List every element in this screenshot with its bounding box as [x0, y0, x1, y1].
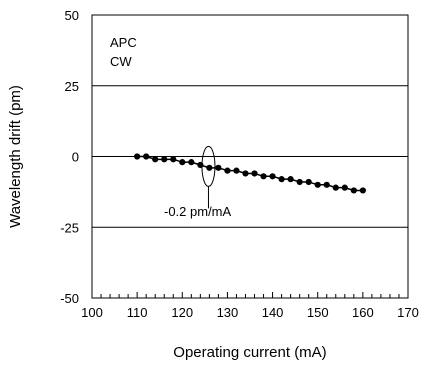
x-tick-label: 170 — [397, 305, 419, 320]
data-point — [251, 170, 258, 177]
x-tick-label: 160 — [352, 305, 374, 320]
data-point — [161, 156, 168, 163]
data-point — [215, 164, 222, 171]
data-point — [143, 153, 150, 160]
x-axis-title: Operating current (mA) — [173, 344, 326, 361]
data-point — [350, 187, 357, 194]
data-point — [206, 164, 213, 171]
data-point — [233, 167, 240, 174]
slope-label: -0.2 pm/mA — [164, 204, 232, 219]
y-tick-label: 25 — [65, 79, 79, 94]
legend-cw: CW — [110, 54, 132, 69]
y-tick-label: 50 — [65, 8, 79, 23]
data-point — [359, 187, 366, 194]
y-tick-label: -25 — [60, 220, 79, 235]
data-point — [314, 181, 321, 188]
y-axis-title: Wavelength drift (pm) — [7, 85, 24, 228]
x-tick-label: 100 — [81, 305, 103, 320]
data-point — [170, 156, 177, 163]
data-point — [179, 159, 186, 166]
data-series — [134, 153, 366, 194]
x-axis-tick-labels: 100 110 120 130 140 150 160 170 — [81, 305, 419, 320]
data-point — [269, 173, 276, 180]
legend-apc: APC — [110, 35, 137, 50]
data-point — [323, 181, 330, 188]
data-point — [341, 184, 348, 191]
x-tick-label: 140 — [262, 305, 284, 320]
data-point — [305, 178, 312, 186]
plot-area-frame — [91, 14, 409, 299]
data-point — [287, 176, 294, 183]
data-point — [188, 159, 195, 166]
x-tick-label: 110 — [127, 305, 148, 320]
data-point — [278, 176, 285, 183]
y-tick-label: -50 — [60, 291, 79, 306]
data-point — [152, 156, 159, 163]
x-tick-label: 130 — [217, 305, 239, 320]
data-point — [224, 167, 231, 174]
x-axis-ticks — [91, 292, 409, 298]
data-point — [332, 184, 339, 191]
x-tick-label: 150 — [307, 305, 329, 320]
data-point — [134, 153, 141, 160]
y-axis-tick-labels: 50 25 0 -25 -50 — [60, 8, 79, 306]
x-tick-label: 120 — [171, 305, 193, 320]
data-point — [296, 178, 303, 186]
data-point — [260, 173, 267, 180]
y-tick-label: 0 — [72, 150, 79, 165]
data-point — [242, 170, 249, 177]
